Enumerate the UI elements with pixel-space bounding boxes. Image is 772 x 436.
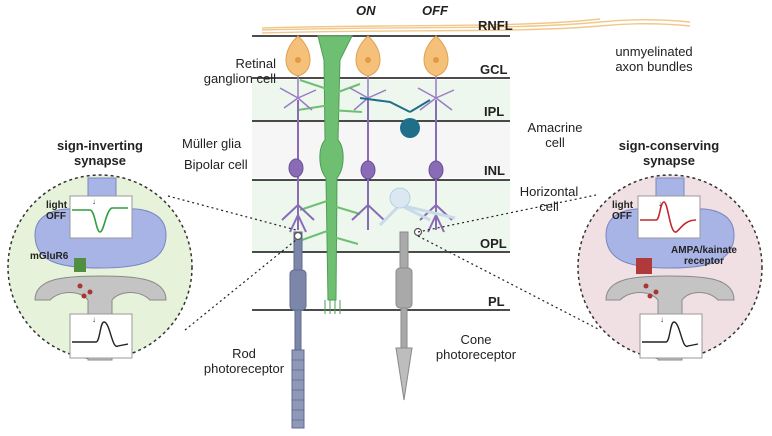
left-inset-light-line1: light bbox=[46, 200, 68, 211]
left-inset-title-line1: sign-inverting bbox=[57, 138, 143, 153]
amacrine-label: Amacrine cell bbox=[520, 120, 590, 150]
left-inset-light-line2: OFF bbox=[46, 211, 66, 222]
rod-label-line2: photoreceptor bbox=[203, 361, 285, 376]
muller-branches bbox=[297, 79, 363, 245]
ganglion-nuclei bbox=[295, 57, 439, 63]
ganglion-cells bbox=[285, 35, 449, 77]
right-inset-receptor-line1: AMPA/kainate bbox=[671, 245, 737, 256]
bipolar-cell-label: Bipolar cell bbox=[184, 157, 248, 172]
left-inset-light-label: light OFF bbox=[46, 200, 67, 222]
muller-glia-cell bbox=[317, 35, 353, 314]
amacrine-label-line1: Amacrine bbox=[527, 120, 583, 135]
cone-label: Cone photoreceptor bbox=[428, 332, 524, 362]
layer-label-opl: OPL bbox=[480, 236, 507, 251]
layer-label-rnfl: RNFL bbox=[478, 18, 513, 33]
connector-lines bbox=[167, 194, 601, 331]
left-trace-bottom: ↓ bbox=[69, 313, 133, 359]
left-inset-title: sign-inverting synapse bbox=[40, 138, 160, 168]
retinal-ganglion-label: Retinal ganglion cell bbox=[184, 56, 276, 86]
svg-text:↓: ↓ bbox=[92, 197, 96, 206]
right-inset-light-line2: OFF bbox=[612, 211, 632, 222]
pathway-on-label: ON bbox=[356, 3, 376, 18]
right-inset-receptor-label: AMPA/kainate receptor bbox=[664, 245, 744, 267]
svg-text:↓: ↓ bbox=[92, 315, 96, 324]
left-inset-receptor-label: mGluR6 bbox=[30, 251, 69, 262]
horizontal-label-line2: cell bbox=[539, 199, 559, 214]
retinal-ganglion-label-line2: ganglion cell bbox=[203, 71, 276, 86]
horizontal-label-line1: Horizontal bbox=[519, 184, 579, 199]
right-inset-title-line2: synapse bbox=[642, 153, 696, 168]
horizontal-cell bbox=[378, 187, 456, 227]
rod-label-line1: Rod bbox=[232, 346, 256, 361]
rod-label: Rod photoreceptor bbox=[196, 346, 292, 376]
amacrine-cell bbox=[359, 97, 431, 138]
right-inset-title: sign-conserving synapse bbox=[604, 138, 734, 168]
right-inset-title-line1: sign-conserving bbox=[618, 138, 720, 153]
bipolar-somata bbox=[288, 158, 444, 180]
left-trace-top: ↓ bbox=[69, 195, 133, 239]
right-trace-top: ↓ bbox=[637, 195, 701, 239]
retinal-ganglion-label-line1: Retinal bbox=[235, 56, 276, 71]
right-inset-light-line1: light bbox=[612, 200, 634, 211]
cone-photoreceptor bbox=[395, 231, 413, 401]
pathway-off-label: OFF bbox=[422, 3, 448, 18]
right-inset-light-label: light OFF bbox=[612, 200, 633, 222]
axon-bundles-label-line2: axon bundles bbox=[615, 59, 693, 74]
svg-text:↓: ↓ bbox=[658, 199, 662, 208]
rod-photoreceptor bbox=[289, 231, 307, 429]
ganglion-dendrites bbox=[279, 76, 455, 111]
left-inset-title-line2: synapse bbox=[73, 153, 127, 168]
layer-label-pl: PL bbox=[488, 294, 505, 309]
layer-label-ipl: IPL bbox=[484, 104, 505, 119]
layer-label-inl: INL bbox=[484, 163, 505, 178]
axon-bundles bbox=[261, 18, 691, 34]
cone-label-line1: Cone bbox=[460, 332, 492, 347]
horizontal-label: Horizontal cell bbox=[512, 184, 586, 214]
amacrine-label-line2: cell bbox=[545, 135, 565, 150]
right-trace-bottom: ↓ bbox=[639, 313, 703, 359]
axon-bundles-label-line1: unmyelinated bbox=[615, 44, 693, 59]
rod-disc-lines bbox=[292, 359, 304, 421]
right-inset-receptor-line2: receptor bbox=[683, 256, 724, 267]
cone-label-line2: photoreceptor bbox=[435, 347, 517, 362]
axon-bundles-label: unmyelinated axon bundles bbox=[606, 44, 702, 74]
svg-text:↓: ↓ bbox=[660, 315, 664, 324]
muller-glia-label: Müller glia bbox=[182, 136, 242, 151]
layer-label-gcl: GCL bbox=[480, 62, 508, 77]
